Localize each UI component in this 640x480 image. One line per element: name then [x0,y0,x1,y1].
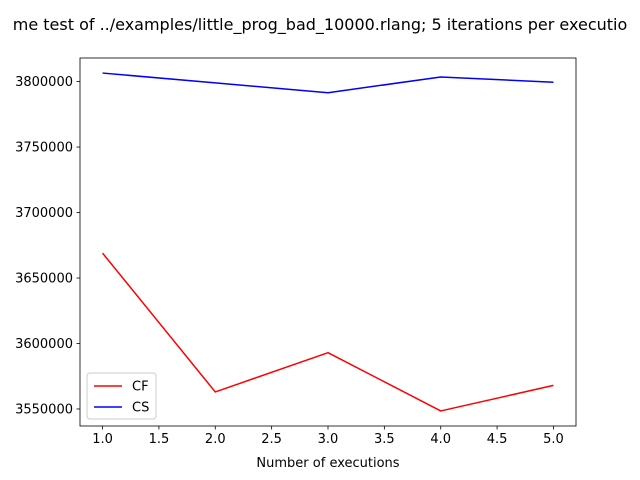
x-tick-label: 2.5 [261,432,282,447]
series-line-cs [102,72,554,94]
y-tick-label: 3700000 [15,206,73,221]
legend-label-cs: CS [132,401,149,416]
legend: CF CS [86,372,157,420]
y-tick-label: 3550000 [15,402,73,417]
x-tick-label: 2.0 [205,432,226,447]
plot-area: 1.0 1.5 2.0 2.5 3.0 3.5 4.0 4.5 5.0 3550000 360000… [15,57,577,447]
x-tick-label: 3.0 [318,432,339,447]
y-tick-label: 3800000 [15,75,73,90]
x-tick-label: 5.0 [543,432,564,447]
x-tick-label: 4.0 [430,432,451,447]
x-axis-label: Number of executions [256,456,399,471]
chart-title: me test of ../examples/little_prog_bad_1… [13,15,628,35]
y-tick-label: 3750000 [15,141,73,156]
x-tick-label: 4.5 [487,432,508,447]
x-tick-label: 1.0 [92,432,113,447]
legend-label-cf: CF [132,380,149,395]
x-tick-label: 1.5 [149,432,170,447]
y-tick-label: 3600000 [15,337,73,352]
x-tick-label: 3.5 [374,432,395,447]
series-line-cf [101,252,554,412]
y-tick-label: 3650000 [15,272,73,287]
